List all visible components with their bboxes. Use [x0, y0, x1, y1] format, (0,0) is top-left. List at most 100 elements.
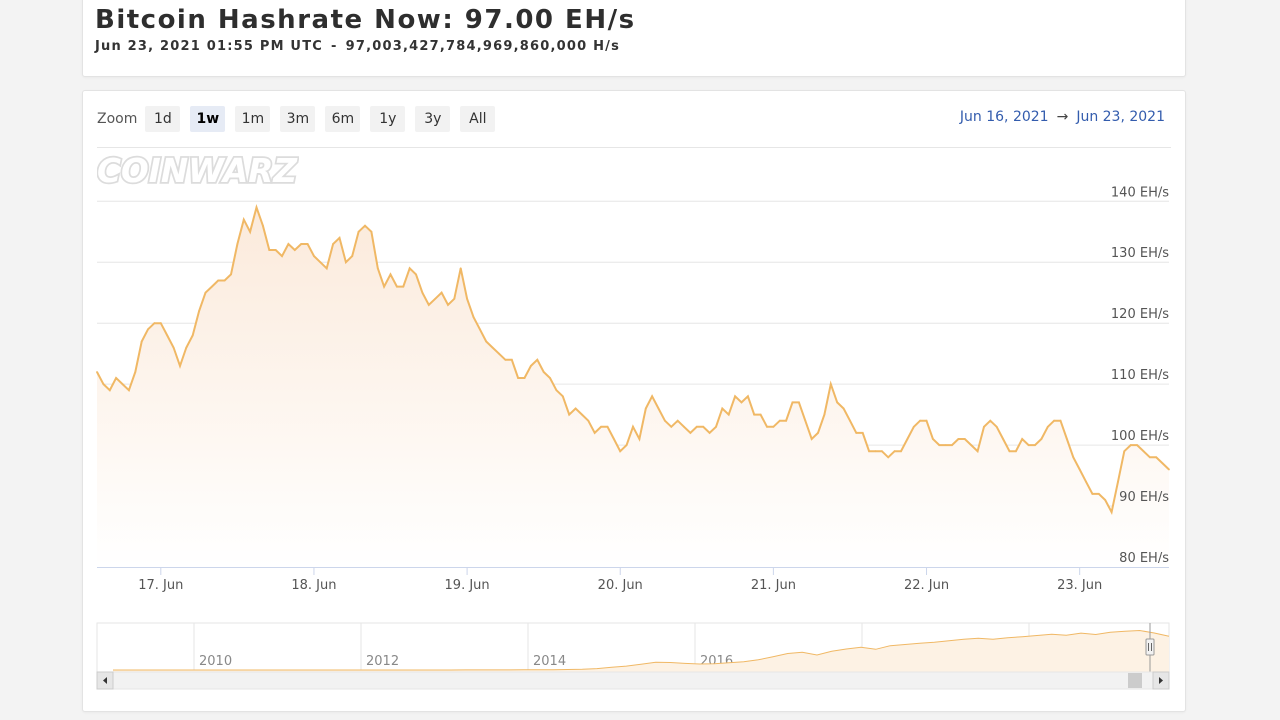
data-point: [1040, 438, 1043, 440]
data-point: [1155, 456, 1158, 459]
navigator-year-label: 2010: [199, 654, 232, 669]
zoom-3m-button[interactable]: 3m: [280, 106, 316, 132]
data-point: [676, 419, 679, 422]
data-point: [236, 243, 239, 245]
zoom-3y-button[interactable]: 3y: [415, 106, 451, 132]
data-point: [147, 328, 149, 331]
data-point: [274, 249, 277, 251]
y-axis-labels: 80 EH/s 90 EH/s 100 EH/s 110 EH/s 120 EH/s 13…: [1111, 185, 1169, 566]
data-point: [734, 395, 736, 398]
navigator: 201020122014201620182020: [96, 622, 1170, 690]
data-point: [185, 346, 188, 349]
data-point: [740, 401, 743, 404]
x-tick-label: 22. Jun: [904, 578, 949, 593]
data-point: [466, 297, 468, 300]
data-point: [887, 456, 890, 459]
zoom-1m-button[interactable]: 1m: [235, 106, 271, 132]
y-tick-label: 80 EH/s: [1119, 551, 1169, 566]
zoom-1y-button[interactable]: 1y: [370, 106, 406, 132]
data-point: [447, 304, 449, 306]
zoom-1w-button[interactable]: 1w: [190, 106, 226, 132]
data-point: [230, 273, 232, 276]
data-point: [1078, 468, 1081, 471]
data-point: [306, 243, 309, 245]
data-point: [281, 255, 283, 257]
data-point: [804, 419, 807, 422]
data-point: [415, 273, 417, 276]
data-point: [1161, 462, 1164, 465]
data-point: [1110, 511, 1113, 513]
data-point: [459, 267, 462, 270]
data-point: [434, 297, 437, 300]
data-point: [995, 425, 998, 428]
data-point: [689, 432, 692, 434]
data-point: [715, 425, 717, 428]
data-point: [1129, 444, 1132, 446]
data-point: [332, 243, 334, 245]
data-point: [625, 444, 628, 446]
range-from-date[interactable]: Jun 16, 2021: [959, 109, 1049, 125]
data-point: [108, 389, 111, 392]
data-point: [919, 419, 921, 422]
data-point: [638, 438, 641, 440]
navigator-handle[interactable]: [1145, 638, 1155, 656]
data-point: [670, 425, 673, 428]
data-point: [549, 377, 551, 379]
data-point: [1085, 480, 1087, 483]
data-point: [396, 285, 398, 288]
data-point: [1034, 444, 1036, 446]
data-point: [1091, 493, 1094, 495]
zoom-all-button[interactable]: All: [460, 106, 496, 132]
data-point: [262, 224, 264, 227]
date-range-display: Jun 16, 2021 → Jun 23, 2021: [960, 109, 1165, 125]
data-point: [747, 395, 749, 398]
zoom-6m-button[interactable]: 6m: [325, 106, 361, 132]
data-point: [242, 218, 245, 221]
data-point: [587, 419, 590, 422]
data-point: [766, 425, 768, 428]
logo-text: COINWARZ: [97, 155, 298, 185]
navigator-year-label: 2014: [533, 654, 566, 669]
data-point: [402, 285, 405, 288]
data-point: [364, 224, 366, 227]
data-point: [293, 249, 296, 251]
data-point: [268, 249, 271, 251]
data-point: [1168, 468, 1170, 471]
hashrate-chart: 80 EH/s 90 EH/s 100 EH/s 110 EH/s 120 EH/s 13…: [96, 185, 1170, 593]
data-point: [727, 413, 730, 416]
data-point: [708, 432, 711, 434]
data-point: [683, 425, 685, 428]
data-point: [255, 206, 258, 209]
y-tick-label: 110 EH/s: [1111, 368, 1169, 383]
scrollbar-thumb[interactable]: [1128, 673, 1142, 688]
data-point: [664, 419, 666, 422]
arrow-right-icon: [1159, 677, 1163, 684]
data-point: [453, 297, 456, 300]
data-point: [198, 310, 200, 312]
data-point: [613, 438, 615, 440]
coinwarz-logo: COINWARZ: [97, 155, 299, 185]
data-point: [1027, 444, 1030, 446]
hashrate-subtitle: Jun 23, 2021 01:55 PM UTC -97,003,427,784…: [95, 39, 620, 54]
data-point: [555, 389, 558, 392]
data-point: [983, 425, 985, 428]
scrollbar-track[interactable]: [96, 671, 1170, 690]
data-point: [530, 365, 532, 367]
data-point: [632, 425, 634, 428]
data-point: [829, 383, 832, 385]
zoom-1d-button[interactable]: 1d: [145, 106, 181, 132]
hashrate-area: [97, 207, 1169, 567]
navigator-area: [113, 630, 1169, 672]
data-point: [517, 377, 519, 379]
data-point: [300, 243, 303, 245]
data-point: [644, 407, 647, 410]
data-point: [498, 352, 500, 355]
data-point: [906, 438, 909, 440]
data-point: [970, 444, 973, 446]
range-to-date[interactable]: Jun 23, 2021: [1076, 109, 1165, 125]
data-point: [874, 450, 877, 453]
y-tick-label: 120 EH/s: [1111, 307, 1169, 322]
data-point: [542, 371, 545, 373]
data-point: [1123, 450, 1126, 453]
data-point: [217, 279, 220, 282]
